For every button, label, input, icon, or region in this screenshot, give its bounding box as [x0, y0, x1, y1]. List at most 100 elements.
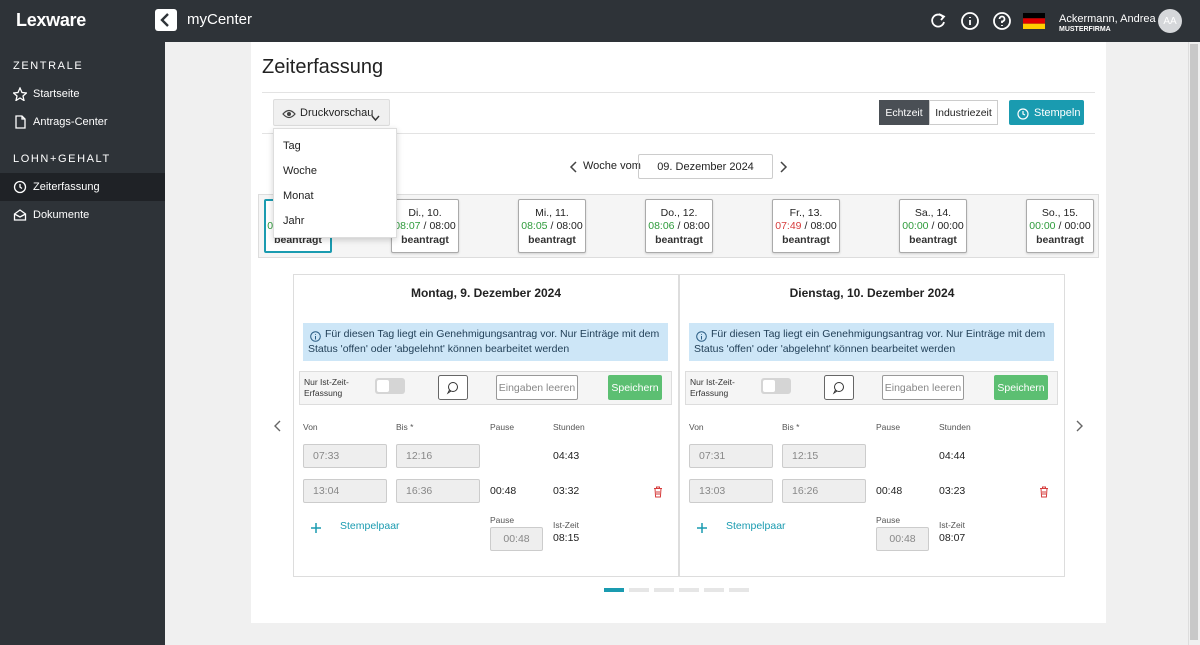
add-pair[interactable]: Stempelpaar: [340, 520, 400, 532]
day-label: Di., 10.: [408, 207, 442, 219]
sidebar-link[interactable]: Startseite: [33, 88, 80, 100]
sidebar-link[interactable]: Dokumente: [33, 209, 90, 221]
print-button[interactable]: [273, 99, 390, 126]
info-box: [689, 323, 1054, 361]
page-indicator[interactable]: [704, 588, 724, 592]
week-prev-glyph: [569, 161, 577, 173]
day-label: So., 15.: [1041, 207, 1079, 219]
info-circle: [310, 329, 321, 342]
day-target: 00:00: [937, 220, 964, 232]
panel-title: Dienstag, 10. Dezember 2024: [789, 286, 955, 300]
sidebar-link[interactable]: Antrags-Center: [33, 116, 108, 128]
day-actual: 00:00: [902, 220, 929, 232]
mode-toggle[interactable]: Echtzeit: [879, 100, 929, 125]
day-card[interactable]: [772, 199, 840, 253]
add-icon[interactable]: [697, 520, 707, 533]
sidebar-icon: [13, 115, 27, 129]
refresh-icon[interactable]: [928, 11, 948, 31]
info-text: Für diesen Tag liegt ein Genehmigungsant…: [694, 328, 1046, 355]
entry-pause: 00:48: [876, 485, 903, 497]
info-icon-glyph: [961, 12, 979, 30]
day-card[interactable]: [645, 199, 713, 253]
page-indicator[interactable]: [629, 588, 649, 592]
pause-label: Pause: [490, 515, 515, 525]
day-card[interactable]: [899, 199, 967, 253]
day-target: 08:00: [810, 220, 837, 232]
eye-icon-glyph: [282, 109, 296, 119]
sidebar-icon: [11, 86, 29, 102]
delete-icon[interactable]: [1039, 485, 1049, 498]
sidebar-link[interactable]: Zeiterfassung: [33, 181, 100, 193]
column-header: Bis *: [396, 422, 414, 432]
print-option[interactable]: Jahr: [283, 215, 305, 227]
page-indicator[interactable]: [679, 588, 699, 592]
day-actual: 08:07: [394, 220, 421, 232]
day-times: 07:49/08:00: [772, 218, 840, 234]
week-next[interactable]: [779, 160, 788, 173]
add-pair[interactable]: Stempelpaar: [726, 520, 786, 532]
flag-de[interactable]: [1023, 13, 1045, 29]
day-card[interactable]: [391, 199, 459, 253]
clear-button[interactable]: Eingaben leeren: [496, 375, 578, 400]
day-label: Fr., 13.: [789, 207, 823, 219]
page-indicator[interactable]: [604, 588, 624, 592]
page-indicator[interactable]: [729, 588, 749, 592]
info-circle-glyph: [696, 331, 707, 342]
column-header: Pause: [876, 422, 901, 432]
day-target: 08:00: [429, 220, 456, 232]
week-date[interactable]: 09. Dezember 2024: [638, 154, 773, 179]
time-input: 16:26: [782, 479, 866, 503]
toggle-knob: [377, 380, 389, 392]
time-input: 12:16: [396, 444, 480, 468]
day-status: beantragt: [528, 234, 576, 246]
day-label: Sa., 14.: [914, 207, 952, 219]
page-indicator[interactable]: [654, 588, 674, 592]
sidebar-active: [0, 173, 165, 201]
comment-button[interactable]: [824, 375, 854, 400]
total-label: Ist-Zeit: [939, 520, 965, 530]
day-target: 08:00: [556, 220, 583, 232]
panel-title: Montag, 9. Dezember 2024: [410, 286, 562, 300]
stamp-button[interactable]: [1009, 100, 1084, 125]
day-card[interactable]: [518, 199, 586, 253]
help-icon[interactable]: [992, 11, 1012, 31]
day-card[interactable]: [1026, 199, 1094, 253]
entry-hours: 04:44: [939, 450, 966, 462]
back-button[interactable]: [155, 9, 177, 31]
add-icon-glyph: [311, 523, 321, 533]
day-separator: /: [423, 220, 427, 232]
panel-next[interactable]: [1075, 419, 1084, 432]
chevron-down-glyph: [371, 115, 380, 122]
app-name: myCenter: [187, 11, 253, 28]
add-icon[interactable]: [311, 520, 321, 533]
comment-button-glyph: [824, 375, 854, 400]
day-times: 00:00/00:00: [899, 218, 967, 234]
total-value: 08:15: [553, 532, 580, 544]
time-input: 07:31: [689, 444, 773, 468]
avatar[interactable]: AA: [1158, 9, 1182, 33]
print-option[interactable]: Monat: [283, 190, 314, 202]
print-option[interactable]: Tag: [283, 140, 301, 152]
comment-button[interactable]: [438, 375, 468, 400]
time-input: 16:36: [396, 479, 480, 503]
day-label: Do., 12.: [660, 207, 698, 219]
info-circle: [696, 329, 707, 342]
print-menu: [273, 128, 397, 238]
panel-prev[interactable]: [273, 419, 282, 432]
comment-button-glyph: [438, 375, 468, 400]
delete-icon[interactable]: [653, 485, 663, 498]
day-times: 08:05/08:00: [518, 218, 586, 234]
week-prev[interactable]: [569, 160, 578, 173]
entry-hours: 03:23: [939, 485, 966, 497]
day-label: Mi., 11.: [535, 207, 569, 219]
sidebar-icon-glyph: [11, 86, 29, 102]
info-icon[interactable]: [960, 11, 980, 31]
week-next-glyph: [780, 161, 788, 173]
save-button[interactable]: Speichern: [608, 375, 662, 400]
add-icon-glyph: [697, 523, 707, 533]
mode-toggle[interactable]: Industriezeit: [929, 100, 998, 125]
save-button[interactable]: Speichern: [994, 375, 1048, 400]
print-option[interactable]: Woche: [283, 165, 318, 177]
day-actual: 07:49: [775, 220, 802, 232]
clear-button[interactable]: Eingaben leeren: [882, 375, 964, 400]
